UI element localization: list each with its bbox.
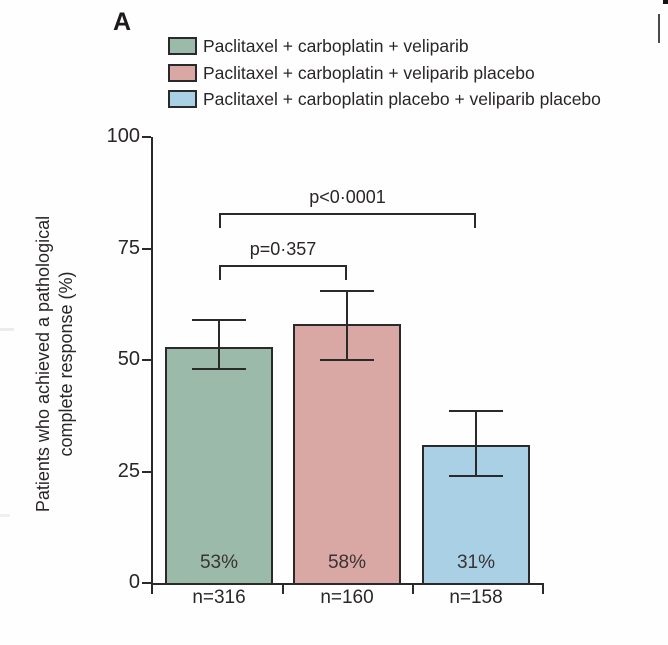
y-tick-label: 50 <box>117 348 140 370</box>
comparison-bracket-p0357 <box>219 265 347 280</box>
y-tick-mark <box>142 359 151 361</box>
legend-swatch-double-placebo <box>168 90 197 108</box>
y-tick-label: 100 <box>106 125 140 147</box>
comparison-bracket-p00001 <box>219 213 476 228</box>
error-bar-cap-bottom <box>320 359 374 361</box>
legend-item-label: Paclitaxel + carboplatin + veliparib pla… <box>203 63 535 83</box>
x-tick-mark <box>151 583 153 594</box>
y-tick-mark <box>142 247 151 250</box>
y-axis-title: Patients who achieved a pathological com… <box>32 139 80 589</box>
y-axis-title-line2: complete response (%) <box>56 271 76 457</box>
bar-n-label: n=316 <box>192 587 246 608</box>
legend-swatch-veliparib <box>168 37 197 55</box>
bar-value-label: 58% <box>327 552 367 573</box>
legend-swatch-veliparib-placebo <box>168 64 197 82</box>
bar-n-label: n=160 <box>320 587 374 608</box>
error-bar-cap-top <box>192 318 246 321</box>
error-bar-line <box>475 411 477 476</box>
y-tick-label: 25 <box>117 459 140 482</box>
bar-n-label: n=158 <box>449 587 503 608</box>
comparison-label-p00001: p<0·0001 <box>309 187 386 207</box>
bar-veliparib <box>165 346 273 585</box>
error-bar-cap-top <box>449 410 503 413</box>
x-tick-mark <box>412 583 414 594</box>
y-tick-mark <box>142 470 151 473</box>
error-bar-cap-bottom <box>449 474 503 477</box>
error-bar-cap-bottom <box>192 367 246 370</box>
scan-artifact-corner-speck <box>663 0 668 4</box>
x-tick-mark <box>542 583 544 594</box>
scan-artifact-right-line <box>658 14 660 43</box>
y-tick-label: 0 <box>128 571 140 593</box>
bar-veliparib-placebo <box>293 324 401 585</box>
y-axis-line <box>151 137 153 585</box>
error-bar-line <box>218 319 220 369</box>
error-bar-cap-top <box>320 289 374 292</box>
comparison-label-p0357: p=0·357 <box>249 239 317 259</box>
legend-item-label: Paclitaxel + carboplatin placebo + velip… <box>203 89 601 109</box>
bar-value-label: 53% <box>199 552 239 573</box>
y-tick-mark <box>142 582 151 584</box>
scan-artifact-left-smudge-1 <box>0 328 14 331</box>
y-tick-label: 75 <box>117 236 140 259</box>
error-bar-line <box>346 290 348 360</box>
bar-value-label: 31% <box>456 552 496 573</box>
panel-label: A <box>113 8 132 36</box>
y-axis-title-line1: Patients who achieved a pathological <box>33 215 53 513</box>
legend-item-label: Paclitaxel + carboplatin + veliparib <box>203 36 469 56</box>
scan-artifact-left-smudge-2 <box>0 514 10 517</box>
x-tick-mark <box>282 583 284 594</box>
y-tick-mark <box>142 136 151 138</box>
